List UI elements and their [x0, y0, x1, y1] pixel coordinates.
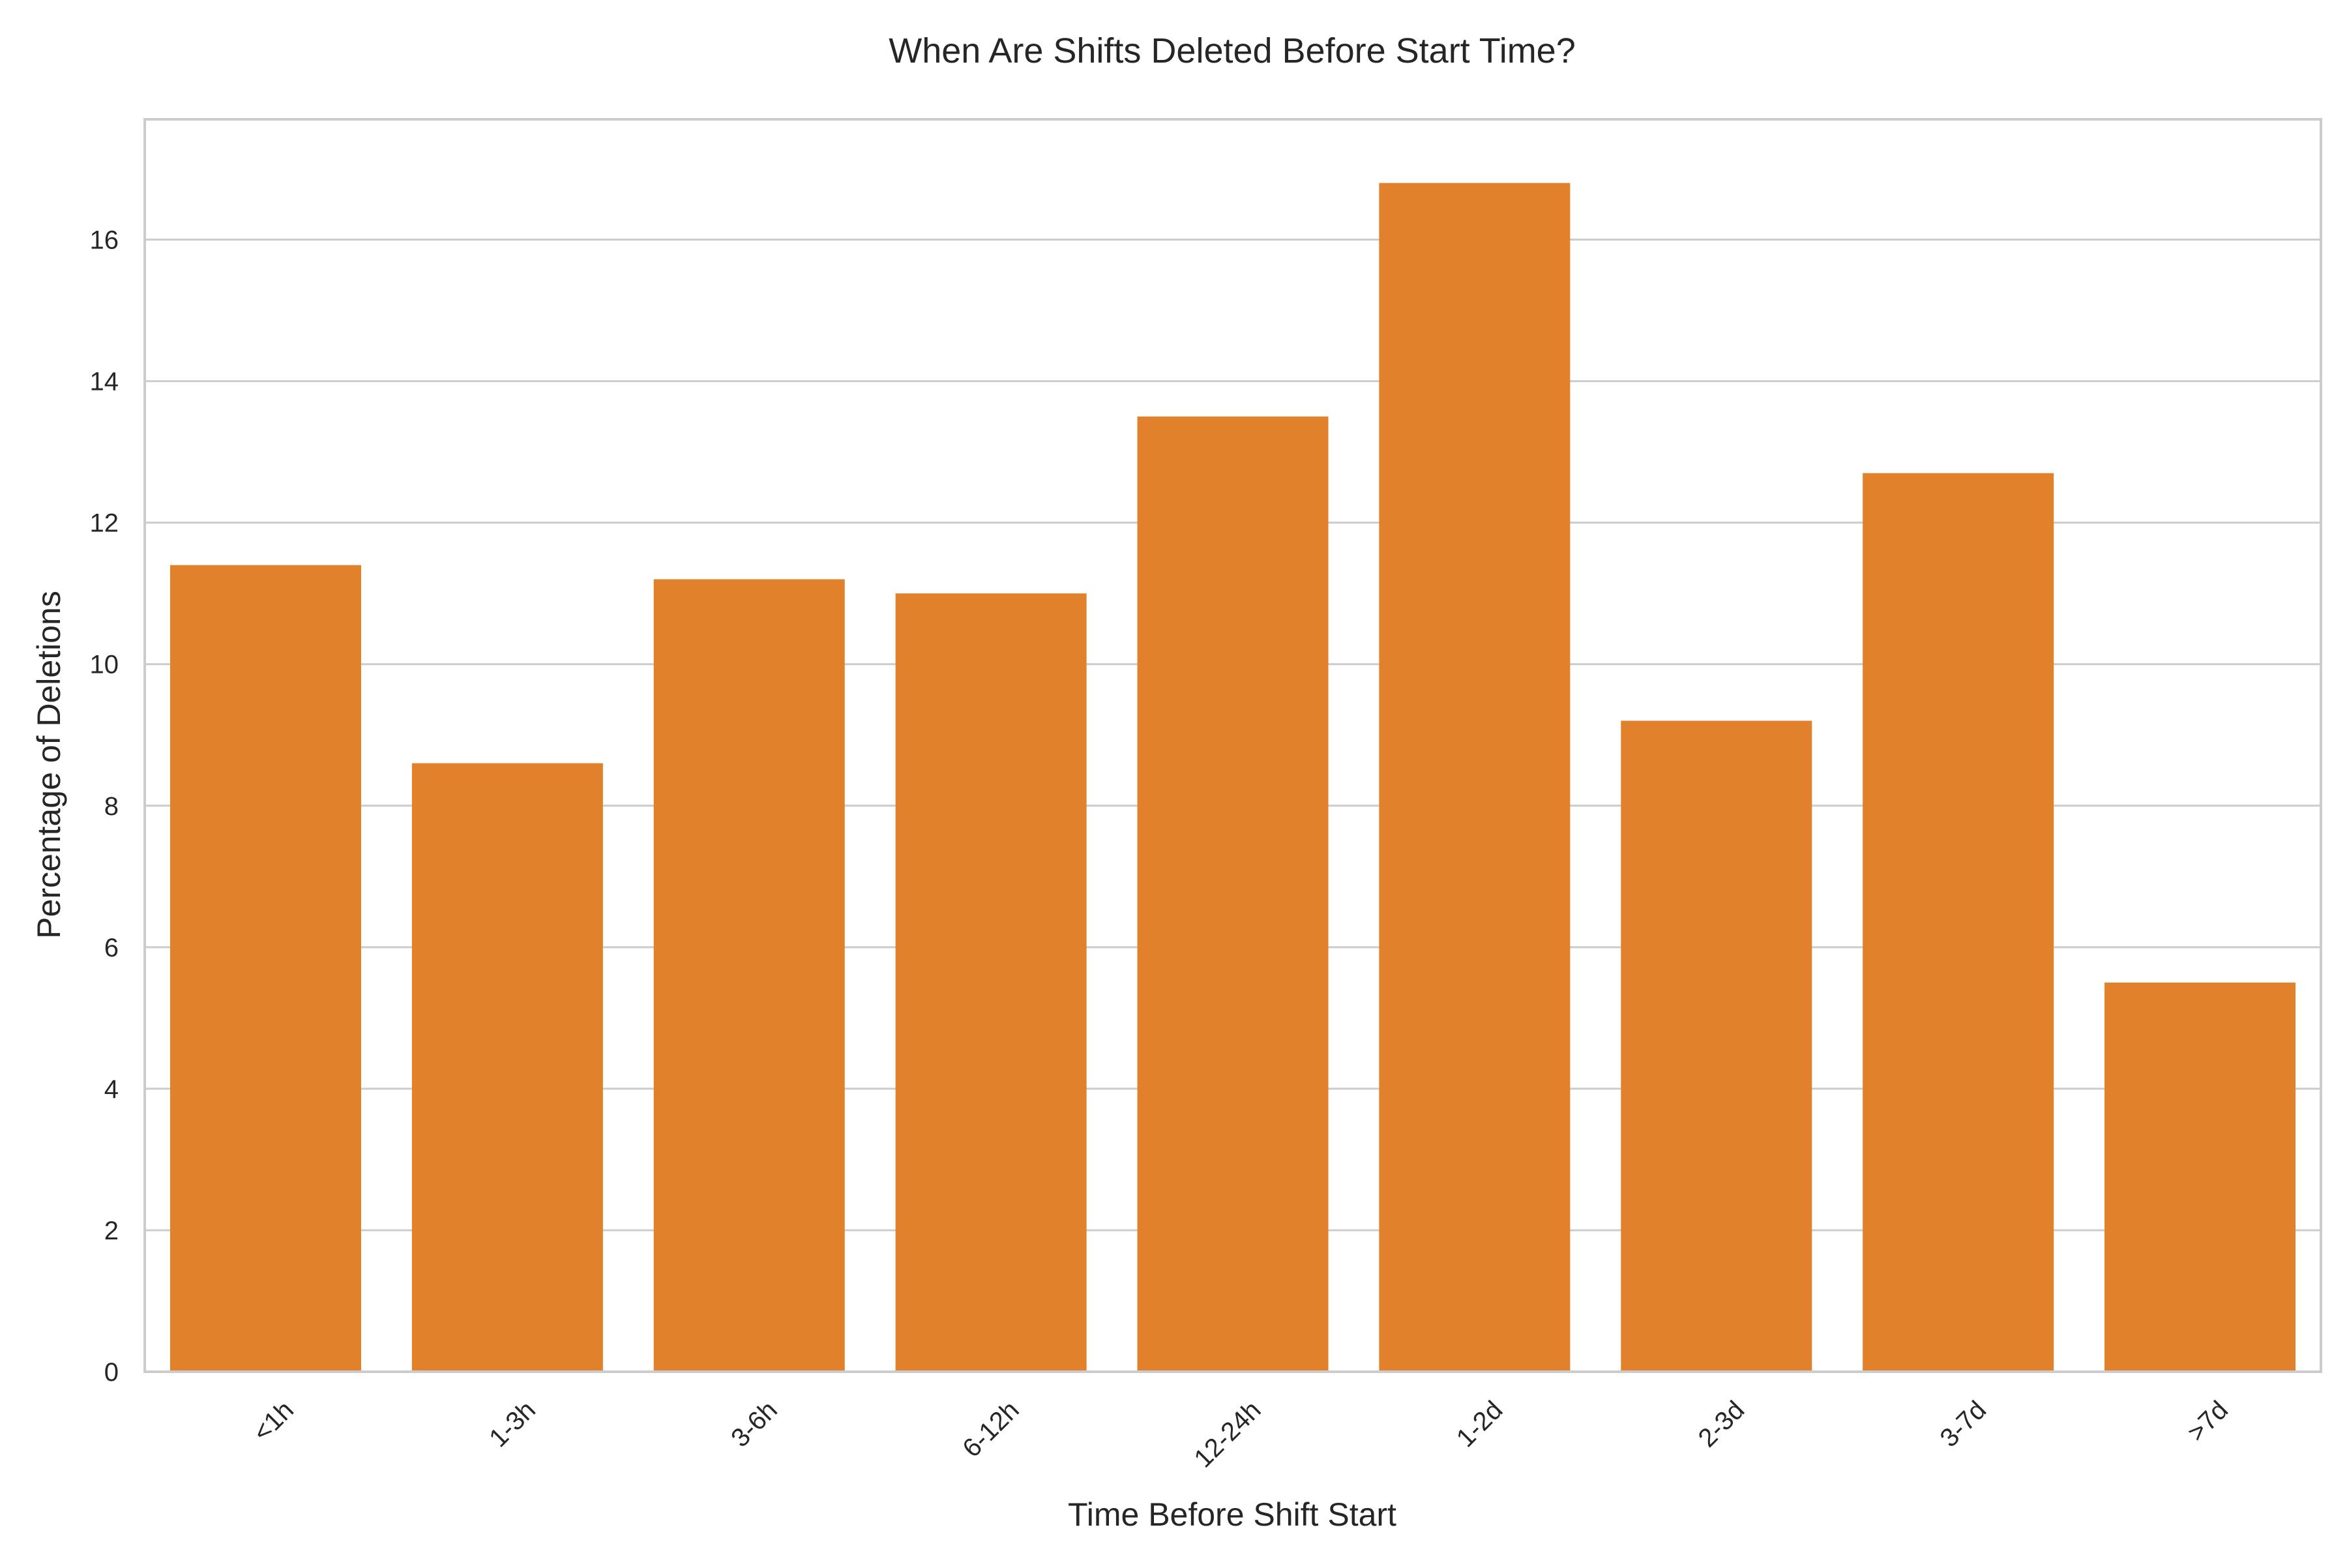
y-tick-label: 14 — [90, 368, 119, 396]
bar-0 — [170, 565, 361, 1372]
bar-4 — [1137, 416, 1329, 1372]
y-axis-label: Percentage of Deletions — [31, 591, 67, 939]
y-tick-label: 4 — [104, 1075, 119, 1104]
y-tick-label: 16 — [90, 226, 119, 255]
bar-1 — [411, 763, 603, 1372]
bar-7 — [1863, 473, 2054, 1372]
y-tick-label: 12 — [90, 509, 119, 538]
y-tick-label: 8 — [104, 792, 119, 821]
chart-title: When Are Shifts Deleted Before Start Tim… — [889, 31, 1576, 70]
y-tick-label: 10 — [90, 651, 119, 679]
bar-3 — [895, 593, 1087, 1372]
y-tick-label: 2 — [104, 1217, 119, 1245]
bars — [170, 183, 2296, 1372]
y-tick-label: 0 — [104, 1358, 119, 1387]
plot-frame — [143, 118, 2322, 1373]
y-tick-labels: 0 2 4 6 8 10 12 14 16 — [90, 226, 119, 1387]
bar-8 — [2104, 983, 2296, 1372]
x-axis-label: Time Before Shift Start — [1068, 1496, 1396, 1533]
bar-2 — [653, 579, 845, 1372]
bar-5 — [1379, 183, 1571, 1372]
bar-6 — [1621, 720, 1812, 1372]
y-tick-label: 6 — [104, 934, 119, 962]
